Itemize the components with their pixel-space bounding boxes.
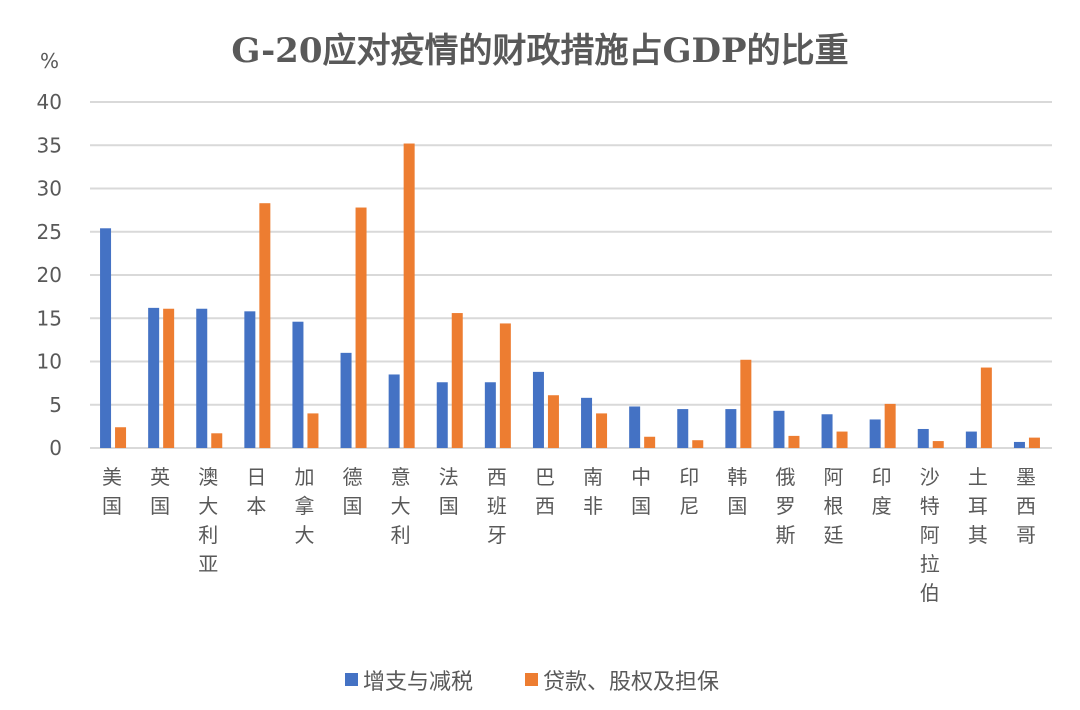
bar-loans-equity xyxy=(932,441,944,448)
x-tick-label: 阿根廷 xyxy=(824,465,844,547)
chart-title: G-20应对疫情的财政措施占GDP的比重 xyxy=(231,31,848,71)
bar-loans-equity xyxy=(115,427,127,448)
bar-loans-equity xyxy=(403,143,415,448)
x-tick-label: 法国 xyxy=(439,465,459,518)
bar-spending-tax xyxy=(629,406,641,448)
bar-loans-equity xyxy=(547,395,559,448)
bar-spending-tax xyxy=(340,352,352,448)
bar-loans-equity xyxy=(644,436,656,448)
y-tick-label: 35 xyxy=(37,133,62,157)
x-tick-label: 俄罗斯 xyxy=(775,465,795,547)
bar-loans-equity xyxy=(836,431,848,448)
bar-loans-equity xyxy=(499,323,511,448)
bar-loans-equity xyxy=(740,359,752,448)
x-tick-label: 中国 xyxy=(631,465,651,518)
x-tick-label: 墨西哥 xyxy=(1016,465,1036,547)
bar-spending-tax xyxy=(917,428,929,448)
x-tick-label: 意大利 xyxy=(391,465,411,547)
y-tick-label: 30 xyxy=(37,177,62,201)
x-tick-label: 加拿大 xyxy=(294,465,314,547)
gridlines xyxy=(90,101,1052,449)
legend-label: 贷款、股权及担保 xyxy=(543,670,719,695)
x-tick-label: 澳大利亚 xyxy=(198,465,218,576)
bar-spending-tax xyxy=(677,409,689,448)
x-tick-label: 巴西 xyxy=(535,465,555,518)
bar-loans-equity xyxy=(307,413,319,448)
y-tick-label: 10 xyxy=(37,350,62,374)
bar-spending-tax xyxy=(1013,441,1025,448)
y-tick-label: 15 xyxy=(37,306,62,330)
bar-loans-equity xyxy=(596,413,608,448)
bar-spending-tax xyxy=(821,414,833,448)
x-tick-label: 沙特阿拉伯 xyxy=(920,465,940,605)
bar-spending-tax xyxy=(292,321,304,448)
bars xyxy=(100,143,1040,448)
x-tick-label: 南非 xyxy=(583,465,603,518)
bar-loans-equity xyxy=(1028,437,1040,448)
bar-loans-equity xyxy=(355,207,367,448)
bar-spending-tax xyxy=(773,410,785,448)
bar-spending-tax xyxy=(869,419,881,448)
x-tick-label: 土耳其 xyxy=(968,465,988,547)
bar-spending-tax xyxy=(725,409,737,448)
bar-loans-equity xyxy=(163,308,175,448)
x-tick-label: 西班牙 xyxy=(487,465,507,547)
x-tick-label: 印度 xyxy=(872,465,892,518)
bar-spending-tax xyxy=(148,307,160,448)
y-tick-label: 40 xyxy=(37,90,62,114)
x-tick-label: 英国 xyxy=(150,465,170,518)
legend-label: 增支与减税 xyxy=(363,670,473,695)
bar-spending-tax xyxy=(244,311,256,448)
legend-swatch xyxy=(525,673,538,686)
y-tick-label: 25 xyxy=(37,220,62,244)
bar-loans-equity xyxy=(980,367,992,448)
bar-spending-tax xyxy=(581,397,593,448)
bar-spending-tax xyxy=(532,371,544,448)
bar-loans-equity xyxy=(788,435,800,448)
y-axis-ticks: 0 5 10 15 20 25 30 35 40 xyxy=(37,90,62,460)
bar-spending-tax xyxy=(484,382,496,448)
x-tick-label: 美国 xyxy=(102,465,122,518)
bar-loans-equity xyxy=(692,440,704,448)
bar-spending-tax xyxy=(100,228,112,448)
legend-swatch xyxy=(345,673,358,686)
y-tick-label: 20 xyxy=(37,263,62,287)
x-tick-label: 韩国 xyxy=(727,465,747,518)
y-tick-label: 0 xyxy=(49,436,62,460)
y-axis-unit-label: % xyxy=(40,49,59,73)
bar-loans-equity xyxy=(211,433,223,448)
x-tick-label: 日本 xyxy=(246,465,266,518)
y-tick-label: 5 xyxy=(49,393,62,417)
bar-spending-tax xyxy=(965,431,977,448)
x-tick-label: 德国 xyxy=(343,465,363,518)
bar-spending-tax xyxy=(436,382,448,448)
bar-spending-tax xyxy=(196,308,208,448)
x-tick-label: 印尼 xyxy=(679,465,699,518)
bar-loans-equity xyxy=(884,403,896,448)
bar-loans-equity xyxy=(451,313,463,448)
bar-loans-equity xyxy=(259,203,271,448)
legend: 增支与减税 贷款、股权及担保 xyxy=(345,670,719,695)
bar-spending-tax xyxy=(388,374,400,448)
